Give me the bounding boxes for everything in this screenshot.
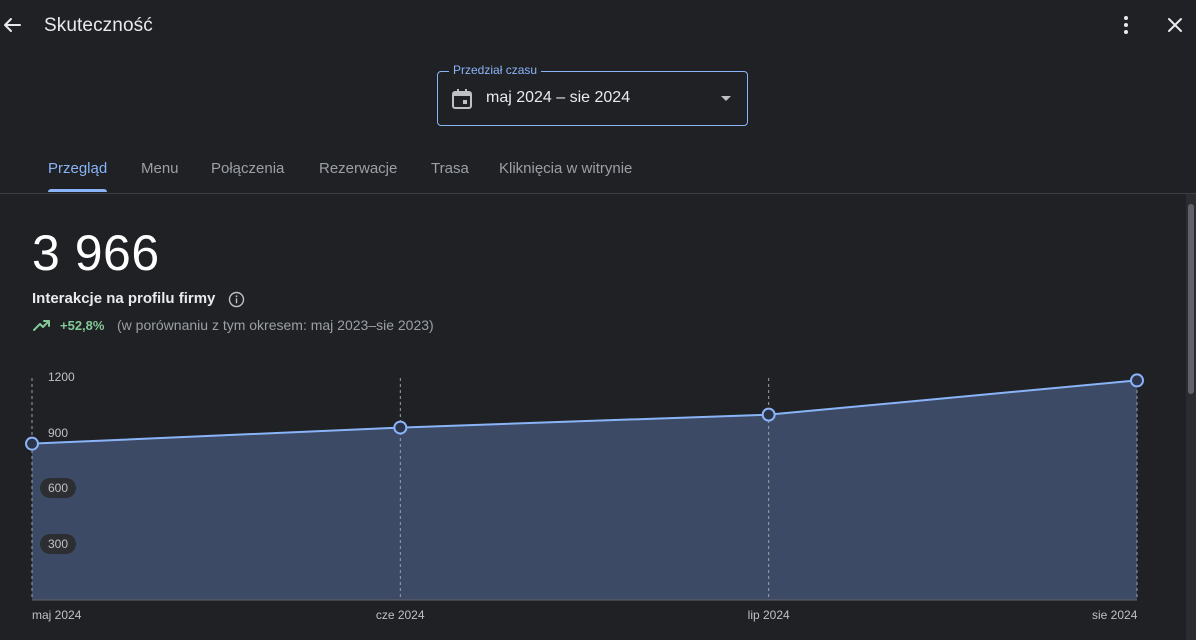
- x-tick-label-1: cze 2024: [375, 608, 425, 622]
- date-range-label: Przedział czasu: [449, 63, 542, 77]
- top-bar: Skuteczność: [0, 0, 1196, 52]
- data-point-0[interactable]: [25, 436, 39, 451]
- chart-area: [32, 380, 1137, 600]
- info-icon[interactable]: [228, 291, 245, 308]
- change-percentage: +52,8%: [60, 318, 105, 333]
- back-button[interactable]: [0, 12, 26, 38]
- dropdown-arrow-icon: [721, 96, 731, 101]
- chart-canvas: [25, 373, 1144, 601]
- tab-klikniecia-w-witrynie[interactable]: Kliknięcia w witrynie: [499, 160, 633, 177]
- arrow-back-icon: [4, 18, 21, 32]
- tab-bar: Przegląd Menu Połączenia Rezerwacje Tras…: [0, 150, 1196, 194]
- comparison-text: (w porównaniu z tym okresem: maj 2023–si…: [117, 317, 434, 333]
- y-tick-label-1: 900: [48, 425, 69, 440]
- more-options-button[interactable]: [1114, 13, 1138, 37]
- close-icon: [1168, 18, 1182, 32]
- scrollbar-thumb[interactable]: [1188, 204, 1194, 394]
- scrollbar[interactable]: [1186, 194, 1196, 640]
- tab-polaczenia[interactable]: Połączenia: [211, 160, 285, 177]
- y-tick-label-3: 300: [40, 533, 77, 554]
- date-range-select[interactable]: Przedział czasu maj 2024 – sie 2024: [437, 63, 748, 126]
- calendar-icon: [452, 89, 472, 109]
- data-point-2[interactable]: [761, 407, 776, 422]
- page-title: Skuteczność: [44, 15, 153, 36]
- x-tick-label-2: lip 2024: [747, 608, 790, 622]
- tab-menu[interactable]: Menu: [141, 160, 179, 177]
- interactions-chart: 1200 900 600 300 maj 2024 cze 2024 lip 2024 sie…: [0, 360, 1180, 640]
- trending-up-icon: [33, 320, 50, 331]
- data-point-3[interactable]: [1130, 373, 1144, 388]
- date-range-value: maj 2024 – sie 2024: [486, 89, 631, 106]
- total-interactions-value: 3 966: [32, 225, 160, 281]
- tab-przeglad[interactable]: Przegląd: [48, 160, 108, 177]
- more-vert-icon: [1124, 16, 1128, 34]
- active-tab-indicator: [48, 189, 107, 192]
- data-point-1[interactable]: [393, 420, 408, 435]
- series-line: [31, 379, 1138, 445]
- metric-label: Interakcje na profilu firmy: [32, 290, 216, 307]
- tab-trasa[interactable]: Trasa: [431, 160, 469, 177]
- tab-rezerwacje[interactable]: Rezerwacje: [319, 160, 398, 177]
- x-tick-label-0: maj 2024: [32, 608, 82, 622]
- x-tick-label-3: sie 2024: [1092, 608, 1138, 622]
- close-button[interactable]: [1163, 13, 1187, 37]
- y-tick-label-2: 600: [40, 478, 77, 498]
- y-tick-label-0: 1200: [48, 370, 75, 384]
